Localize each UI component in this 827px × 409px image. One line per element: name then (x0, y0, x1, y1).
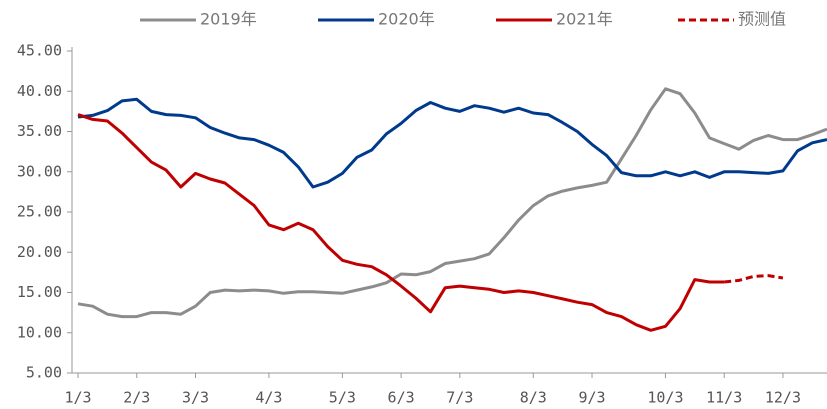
y-tick-label: 45.00 (17, 42, 62, 60)
x-tick-label: 6/3 (388, 389, 415, 407)
y-tick-label: 10.00 (17, 323, 62, 341)
x-tick-label: 2/3 (123, 389, 150, 407)
x-tick-label: 3/3 (182, 389, 209, 407)
line-series (77, 113, 725, 332)
line-series (724, 274, 784, 284)
legend-label: 2019年 (200, 10, 257, 29)
y-tick-label: 30.00 (17, 162, 62, 180)
y-tick-label: 20.00 (17, 243, 62, 261)
x-tick-label: 1/3 (64, 389, 91, 407)
x-tick-label: 12/3 (765, 389, 801, 407)
x-tick-label: 10/3 (647, 389, 683, 407)
y-tick-label: 40.00 (17, 82, 62, 100)
line-series (77, 87, 827, 319)
x-tick-label: 5/3 (329, 389, 356, 407)
legend-label: 2020年 (378, 10, 435, 29)
x-tick-label: 4/3 (255, 389, 282, 407)
y-tick-label: 35.00 (17, 122, 62, 140)
y-tick-label: 5.00 (26, 364, 62, 382)
line-series (77, 97, 827, 189)
x-tick-label: 7/3 (446, 389, 473, 407)
legend-label: 2021年 (556, 10, 613, 29)
x-tick-label: 11/3 (706, 389, 742, 407)
y-tick-label: 15.00 (17, 283, 62, 301)
y-tick-label: 25.00 (17, 203, 62, 221)
legend-label: 预测值 (738, 10, 786, 29)
x-tick-label: 9/3 (578, 389, 605, 407)
x-tick-label: 8/3 (520, 389, 547, 407)
